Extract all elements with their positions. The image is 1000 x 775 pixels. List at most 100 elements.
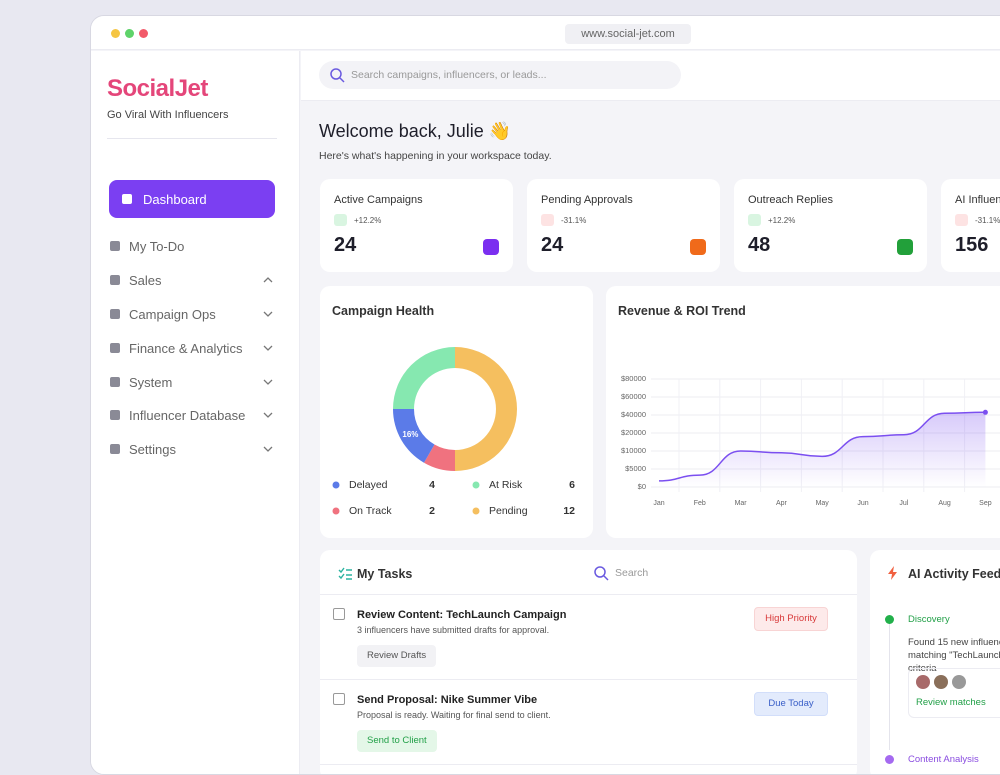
checkbox[interactable] — [333, 608, 345, 620]
nav-label: My To-Do — [129, 238, 185, 254]
legend-dot — [471, 506, 481, 516]
nav-item[interactable]: Dashboard — [109, 180, 275, 218]
stat-card: Pending Approvals -31.1% 24 — [527, 179, 720, 272]
task-search[interactable]: Search — [585, 560, 835, 586]
nav-item[interactable]: Finance & Analytics — [109, 329, 275, 367]
chevron — [263, 446, 273, 452]
card-title: AI Activity Feed — [908, 567, 1000, 581]
x-tick-label: Sep — [979, 500, 992, 507]
nav-icon — [122, 194, 132, 204]
nav-item[interactable]: My To-Do — [109, 227, 275, 265]
legend-value: 12 — [563, 505, 575, 517]
legend-dot — [331, 480, 341, 490]
task-action[interactable]: Review Drafts — [357, 645, 437, 667]
search-box[interactable]: Search campaigns, influencers, or leads.… — [319, 61, 681, 89]
chevron-shape — [263, 345, 273, 351]
task-action[interactable]: Send to Client — [357, 730, 437, 752]
welcome-subtitle: Here's what's happening in your workspac… — [319, 150, 552, 162]
stat-value: 48 — [748, 234, 771, 256]
timeline-dot — [885, 755, 894, 764]
x-tick-label: Jan — [653, 500, 664, 507]
donut-segment — [424, 444, 455, 471]
donut-segment — [455, 347, 517, 471]
stat-label: Active Campaigns — [334, 194, 423, 206]
y-tick-label: $60000 — [621, 392, 646, 401]
search-placeholder: Search campaigns, influencers, or leads.… — [351, 69, 547, 81]
donut-segment — [393, 409, 435, 463]
task-row: Review Content: TechLaunch Campaign 3 inf… — [320, 595, 857, 680]
x-tick-label: Aug — [938, 500, 951, 507]
url-bar[interactable]: www.social-jet.com — [565, 24, 691, 44]
checkbox[interactable] — [333, 693, 345, 705]
x-tick-label: Apr — [776, 500, 788, 507]
nav-item[interactable]: System — [109, 363, 275, 401]
x-tick-label: Feb — [694, 500, 706, 507]
icon-shape — [110, 275, 120, 285]
nav-label: Dashboard — [143, 191, 207, 207]
card-title: Campaign Health — [332, 304, 435, 318]
feed-action[interactable]: Review matches — [916, 697, 986, 708]
icon-shape — [110, 410, 120, 420]
chevron-shape — [263, 446, 273, 452]
icon-shape — [122, 194, 132, 204]
nav-icon — [110, 241, 120, 251]
nav-label: Influencer Database — [129, 407, 246, 423]
chevron-shape — [263, 311, 273, 317]
icon-shape — [110, 444, 120, 454]
stat-icon — [483, 239, 499, 255]
chevron — [263, 345, 273, 351]
avatar — [916, 675, 930, 689]
avatar — [952, 675, 966, 689]
legend-label: Delayed — [349, 479, 388, 491]
chevron — [263, 311, 273, 317]
browser-window: www.social-jet.com SocialJet Go Viral Wi… — [90, 15, 1000, 775]
tasks-card: My Tasks Search Review Content: TechLaun… — [320, 550, 857, 774]
nav-label: Campaign Ops — [129, 306, 216, 322]
title-bar: www.social-jet.com — [91, 16, 1000, 50]
dot — [125, 29, 134, 38]
stat-change: +12.2% — [354, 216, 382, 225]
x-tick-label: Jul — [899, 500, 908, 507]
chevron — [263, 379, 273, 385]
trend-icon — [541, 214, 554, 226]
nav-icon — [110, 275, 120, 285]
divider — [320, 594, 857, 595]
line-chart: $0 $5000 $10000 $20000 $40000 $60000 $80000 Jan… — [621, 374, 1000, 507]
chevron-shape — [263, 412, 273, 418]
stat-value: 24 — [541, 234, 564, 256]
stat-card: Active Campaigns +12.2% 24 — [320, 179, 513, 272]
stat-card: AI Influencers -31.1% 156 — [941, 179, 1000, 272]
point — [982, 409, 988, 415]
chevron — [263, 412, 273, 418]
avatar — [934, 675, 948, 689]
y-tick-label: $80000 — [621, 374, 646, 383]
nav-icon — [110, 309, 120, 319]
chevron-shape — [263, 277, 273, 283]
x-tick-label: May — [816, 500, 830, 507]
icon-shape — [110, 377, 120, 387]
x-tick-label: Mar — [735, 500, 748, 507]
legend-value: 2 — [429, 505, 435, 517]
search-placeholder: Search — [615, 567, 649, 579]
feed-tag: Discovery — [908, 614, 950, 625]
task-title: Send Proposal: Nike Summer Vibe — [357, 694, 538, 706]
search-icon — [594, 566, 609, 581]
brand: SocialJet — [107, 75, 208, 102]
nav-item[interactable]: Settings — [109, 430, 275, 468]
nav-item[interactable]: Campaign Ops — [109, 295, 275, 333]
task-description: 3 influencers have submitted drafts for … — [357, 625, 550, 635]
dot — [111, 29, 120, 38]
stat-change: -31.1% — [975, 216, 1000, 225]
tagline: Go Viral With Influencers — [107, 109, 229, 121]
nav-icon — [110, 343, 120, 353]
donut-chart: 16% Delayed 4 At Risk 6 On Track 2 Pending 12 — [331, 347, 575, 517]
revenue-card: Revenue & ROI Trend $0 $5000 $10000 $20000 $… — [606, 286, 1000, 538]
stat-label: Outreach Replies — [748, 194, 833, 206]
nav-label: System — [129, 374, 173, 390]
nav-item[interactable]: Sales — [109, 261, 275, 299]
stat-card: Outreach Replies +12.2% 48 — [734, 179, 927, 272]
legend-value: 4 — [429, 479, 435, 491]
nav-icon — [110, 444, 120, 454]
nav-item[interactable]: Influencer Database — [109, 396, 275, 434]
stat-label: Pending Approvals — [541, 194, 633, 206]
